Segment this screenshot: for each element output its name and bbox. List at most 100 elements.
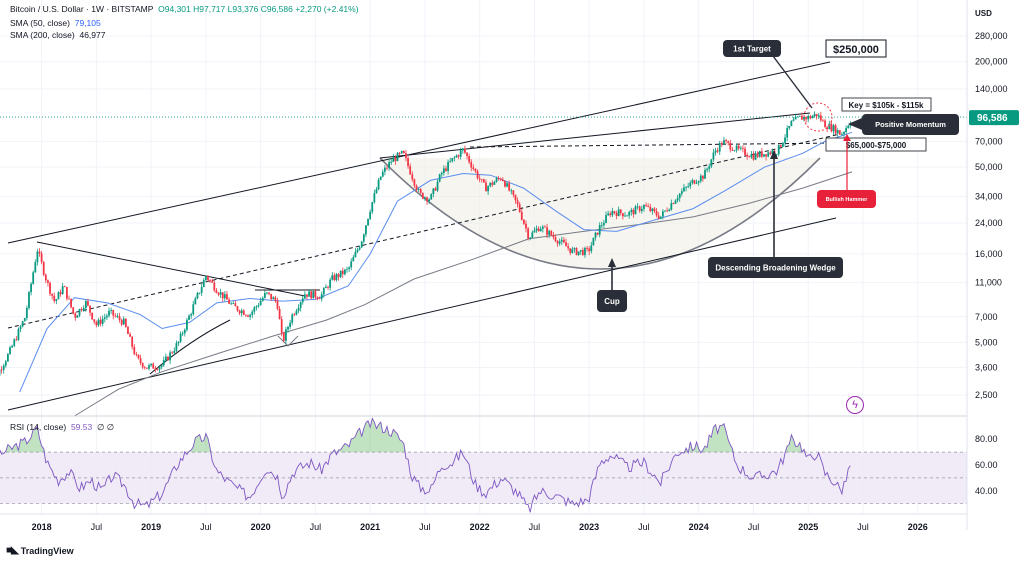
- candle-body: [240, 310, 243, 314]
- candle-body: [775, 154, 778, 156]
- rsi-legend[interactable]: RSI (14, close) 59.53 ∅ ∅: [10, 421, 114, 433]
- candle-body: [143, 367, 146, 369]
- candle-body: [154, 368, 157, 370]
- candle-body: [784, 137, 786, 143]
- candle-body: [84, 301, 87, 309]
- symbol-legend[interactable]: Bitcoin / U.S. Dollar · 1W · BITSTAMP O9…: [10, 3, 359, 15]
- lightning-icon[interactable]: ϟ: [846, 396, 864, 414]
- candle-body: [771, 150, 774, 155]
- candle-body: [691, 180, 694, 183]
- candle-body: [478, 178, 481, 180]
- candle-body: [198, 292, 201, 294]
- candle-body: [531, 232, 534, 238]
- candle-body: [649, 206, 652, 212]
- candle-body: [415, 185, 418, 190]
- candle-body: [394, 157, 397, 162]
- channel-top-line: [7, 61, 831, 244]
- candle-body: [103, 317, 106, 319]
- candle-body: [432, 188, 435, 195]
- candle-body: [137, 354, 140, 359]
- rsi-tick-label: 80.00: [975, 434, 998, 444]
- candle-body: [575, 248, 578, 255]
- key-zone-callout: Key = $105k - $115k: [841, 97, 932, 112]
- candle-body: [737, 145, 740, 149]
- candle-body: [276, 300, 279, 309]
- candle-body: [59, 292, 62, 295]
- candle-body: [598, 225, 601, 235]
- candle-body: [470, 162, 473, 168]
- momentum-pointer: [848, 118, 862, 130]
- candle-body: [118, 316, 121, 320]
- candle-body: [65, 287, 68, 299]
- candle-body: [659, 216, 662, 219]
- candle-body: [436, 181, 439, 191]
- y-tick-label: 2,500: [975, 390, 998, 400]
- sma200-line: [74, 171, 853, 417]
- sma50-legend[interactable]: SMA (50, close) 79,105: [10, 17, 101, 29]
- candle-body: [704, 170, 706, 179]
- candle-body: [112, 310, 115, 316]
- bullish-hammer-callout-label: Bullish Hammer: [826, 197, 869, 203]
- candle-body: [716, 150, 719, 152]
- candle-body: [546, 227, 548, 235]
- candle-body: [156, 369, 159, 370]
- candle-body: [247, 315, 249, 317]
- candle-body: [487, 186, 489, 192]
- currency-label: USD: [975, 9, 992, 18]
- bullish-hammer-callout-box: [817, 190, 876, 208]
- x-tick-label: Jul: [857, 522, 869, 532]
- candle-body: [758, 151, 761, 157]
- candle-body: [400, 150, 403, 154]
- candle-body: [760, 151, 763, 157]
- y-tick-label: 5,000: [975, 337, 998, 347]
- candle-body: [468, 156, 471, 163]
- candle-body: [89, 305, 91, 313]
- candle-body: [244, 314, 247, 316]
- candle-body: [80, 309, 83, 311]
- candle-body: [830, 123, 833, 132]
- candle-body: [95, 321, 98, 326]
- candle-body: [301, 298, 304, 303]
- x-tick-label: 2018: [32, 522, 52, 532]
- candle-body: [190, 314, 193, 316]
- candle-body: [720, 142, 723, 145]
- candle-body: [693, 180, 696, 184]
- candle-body: [350, 261, 353, 268]
- candle-body: [186, 319, 188, 330]
- y-tick-label: 16,000: [975, 249, 1003, 259]
- candle-body: [19, 326, 22, 330]
- candle-body: [120, 319, 123, 325]
- candle-body: [607, 213, 610, 216]
- rsi-line: [0, 417, 851, 513]
- x-tick-label: Jul: [419, 522, 431, 532]
- candle-body: [434, 188, 437, 191]
- candle-body: [708, 166, 711, 169]
- candle-body: [428, 199, 431, 202]
- y-tick-label: 70,000: [975, 137, 1003, 147]
- rsi-value: 59.53: [70, 422, 93, 432]
- bottom-marker-v: [277, 335, 299, 347]
- candle-body: [63, 286, 66, 288]
- candle-body: [325, 286, 327, 289]
- candle-body: [838, 130, 841, 135]
- key-zone-label: Key = $105k - $115k: [849, 101, 925, 110]
- candle-body: [841, 134, 843, 135]
- candle-body: [571, 249, 574, 253]
- candle-body: [714, 150, 717, 153]
- candle-body: [202, 279, 205, 288]
- y-tick-label: 50,000: [975, 162, 1003, 172]
- candle-body: [97, 319, 100, 326]
- tradingview-logo[interactable]: ■◣ TradingView: [6, 545, 74, 556]
- candle-body: [782, 142, 784, 147]
- candle-body: [272, 297, 275, 300]
- sma200-legend[interactable]: SMA (200, close) 46,977: [10, 29, 105, 41]
- candle-body: [74, 313, 77, 318]
- candle-body: [630, 209, 633, 212]
- candle-body: [668, 209, 671, 212]
- candle-body: [440, 172, 443, 175]
- candle-body: [2, 365, 5, 370]
- candle-body: [293, 314, 296, 316]
- candle-body: [331, 275, 334, 280]
- candle-body: [371, 202, 374, 212]
